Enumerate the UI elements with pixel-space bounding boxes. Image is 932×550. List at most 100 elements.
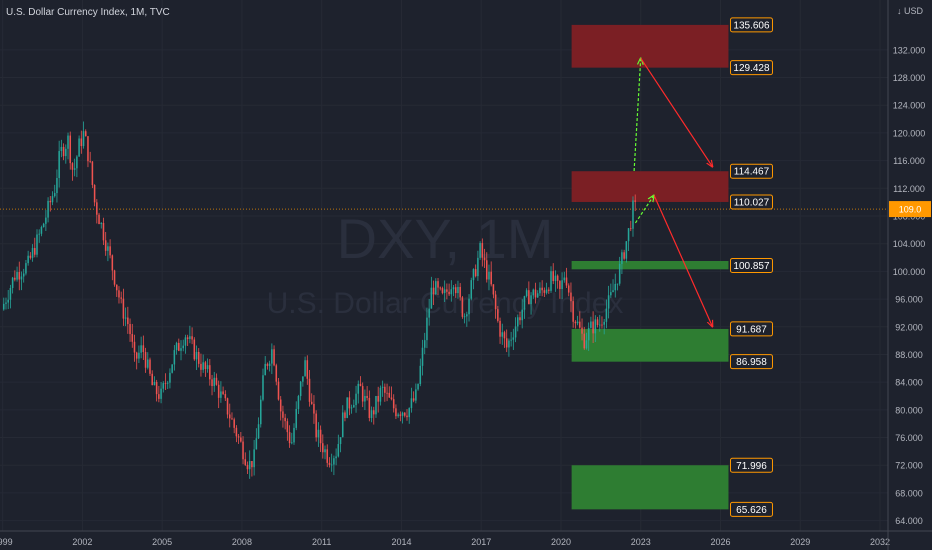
candle-body	[432, 287, 435, 295]
candle-body	[200, 363, 202, 370]
y-tick-label: 124.000	[893, 101, 926, 111]
candle-body	[344, 412, 346, 418]
candle-body	[346, 397, 348, 418]
candle-body	[576, 321, 579, 324]
candle-body	[468, 298, 470, 315]
candle-body	[310, 401, 313, 404]
candle-body	[142, 345, 145, 353]
candle-body	[282, 411, 284, 418]
candle-body	[144, 352, 147, 368]
candle-body	[505, 338, 508, 348]
candle-body	[466, 314, 468, 317]
candle-body	[264, 363, 266, 376]
candle-body	[634, 200, 636, 202]
candle-body	[158, 394, 160, 399]
candle-body	[160, 388, 162, 399]
zones	[571, 24, 729, 510]
candle-body	[237, 436, 240, 438]
candle-body	[209, 365, 211, 380]
candle-body	[16, 272, 18, 280]
candle-body	[399, 414, 402, 416]
candle-body	[415, 389, 417, 401]
candle-body	[556, 275, 559, 281]
candle-body	[255, 438, 258, 450]
candle-body	[543, 290, 546, 293]
candle-body	[612, 290, 614, 293]
candle-body	[253, 449, 255, 468]
candle-body	[111, 255, 114, 271]
candle-body	[326, 449, 329, 463]
candle-body	[550, 271, 552, 291]
candle-body	[428, 308, 430, 318]
candle-body	[536, 293, 539, 298]
candle-body	[268, 363, 271, 366]
candles	[2, 121, 636, 479]
level-label-box	[729, 321, 773, 337]
candle-body	[563, 277, 566, 281]
candle-body	[395, 408, 397, 417]
candle-body	[184, 337, 187, 346]
candle-body	[404, 412, 406, 416]
candle-body	[397, 414, 399, 417]
x-tick-label: 2032	[870, 537, 890, 547]
candle-body	[392, 399, 395, 409]
candle-body	[120, 297, 122, 299]
candle-body	[554, 275, 557, 282]
candle-body	[304, 360, 306, 377]
candle-body	[96, 202, 98, 215]
candle-body	[49, 200, 52, 203]
candle-body	[525, 290, 528, 297]
candle-body	[89, 161, 91, 163]
candle-body	[610, 292, 612, 296]
candle-body	[135, 352, 138, 359]
candle-body	[510, 339, 512, 341]
candle-body	[381, 386, 384, 388]
candle-body	[315, 413, 317, 438]
candle-body	[328, 462, 331, 465]
level-label: 129.428	[733, 63, 770, 74]
currency-label: ↓ USD	[897, 6, 924, 16]
projection-arrow-down	[640, 57, 713, 167]
candle-body	[124, 317, 127, 319]
watermark-symbol: DXY, 1M	[337, 207, 554, 270]
candle-body	[87, 136, 89, 162]
candle-body	[186, 337, 189, 340]
candle-body	[222, 391, 224, 395]
candle-body	[339, 437, 342, 445]
candle-body	[463, 316, 466, 318]
candle-body	[461, 297, 464, 317]
y-tick-label: 96.000	[895, 295, 923, 305]
candle-body	[450, 289, 453, 295]
candle-body	[51, 196, 54, 203]
candle-body	[474, 269, 477, 277]
x-tick-label: 2026	[710, 537, 730, 547]
projections	[633, 57, 713, 327]
candle-body	[596, 319, 599, 326]
candle-body	[293, 427, 295, 443]
candle-body	[7, 299, 9, 303]
candle-body	[490, 271, 492, 285]
candle-body	[273, 349, 275, 366]
candle-body	[629, 228, 632, 230]
candle-body	[53, 193, 56, 197]
candle-body	[215, 377, 218, 385]
candle-body	[299, 381, 302, 397]
candle-body	[508, 340, 510, 348]
candle-body	[22, 273, 25, 277]
level-label: 86.958	[736, 357, 767, 368]
candle-body	[275, 365, 278, 382]
candle-body	[503, 332, 506, 339]
watermark: DXY, 1M U.S. Dollar Currency Index	[267, 207, 624, 320]
candle-body	[545, 289, 548, 293]
candle-body	[65, 148, 67, 157]
candle-body	[202, 362, 204, 370]
candle-body	[113, 270, 116, 285]
candle-body	[581, 327, 583, 334]
level-label-box	[729, 17, 773, 33]
candle-body	[317, 429, 320, 438]
y-tick-label: 116.000	[893, 156, 925, 166]
candle-body	[178, 342, 180, 351]
candle-body	[197, 351, 200, 364]
candle-body	[220, 391, 222, 398]
